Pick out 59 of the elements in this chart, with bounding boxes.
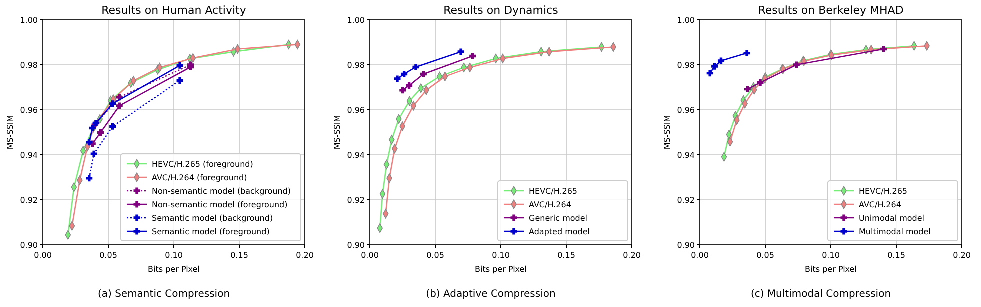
x-tick-label: 0.15 xyxy=(230,251,248,260)
x-tick-label: 0.10 xyxy=(822,251,840,260)
legend-label: HEVC/H.265 xyxy=(529,187,578,196)
legend-label: Unimodal model xyxy=(859,214,924,223)
y-tick-label: 1.00 xyxy=(677,16,695,25)
x-tick-label: 0.00 xyxy=(361,251,379,260)
y-tick-label: 0.98 xyxy=(347,61,365,70)
y-tick-label: 0.90 xyxy=(20,241,38,250)
y-tick-label: 0.96 xyxy=(347,106,365,115)
x-tick-label: 0.00 xyxy=(34,251,52,260)
x-tick-label: 0.00 xyxy=(691,251,709,260)
x-tick-label: 0.05 xyxy=(426,251,444,260)
text: (b) Adaptive Compression xyxy=(426,289,556,300)
y-tick-label: 0.94 xyxy=(20,151,38,160)
x-tick-label: 0.20 xyxy=(623,251,641,260)
y-axis-title: MS-SSIM xyxy=(333,115,342,150)
legend-label: Semantic model (background) xyxy=(152,214,274,223)
y-tick-label: 1.00 xyxy=(20,16,38,25)
x-axis-title: Bits per Pixel xyxy=(148,265,200,274)
y-tick-label: 0.90 xyxy=(347,241,365,250)
y-tick-label: 0.96 xyxy=(677,106,695,115)
y-tick-label: 0.94 xyxy=(677,151,695,160)
legend-label: Semantic model (foreground) xyxy=(152,228,270,236)
legend-label: AVC/H.264 xyxy=(859,200,902,210)
x-tick-label: 0.10 xyxy=(492,251,510,260)
x-tick-label: 0.15 xyxy=(888,251,906,260)
y-tick-label: 0.92 xyxy=(347,196,365,205)
legend-label: HEVC/H.265 (foreground) xyxy=(152,160,254,169)
y-axis-title: MS-SSIM xyxy=(663,115,672,150)
x-axis-title: Bits per Pixel xyxy=(475,265,527,274)
legend-label: Non-semantic model (foreground) xyxy=(152,200,288,210)
text: (a) Semantic Compression xyxy=(98,289,230,300)
y-tick-label: 0.98 xyxy=(677,61,695,70)
x-axis-title: Bits per Pixel xyxy=(805,265,857,274)
text: (c) Multimodal Compression xyxy=(750,289,892,300)
y-tick-label: 0.94 xyxy=(347,151,365,160)
x-tick-label: 0.05 xyxy=(756,251,774,260)
chart-title: Results on Dynamics xyxy=(444,4,559,17)
x-tick-label: 0.20 xyxy=(953,251,971,260)
y-tick-label: 0.92 xyxy=(677,196,695,205)
legend-label: Multimodal model xyxy=(859,228,931,236)
legend-label: Adapted model xyxy=(529,228,590,236)
legend-label: Non-semantic model (background) xyxy=(152,187,292,196)
y-tick-label: 0.90 xyxy=(677,241,695,250)
y-tick-label: 1.00 xyxy=(347,16,365,25)
x-tick-label: 0.15 xyxy=(558,251,576,260)
chart-title: Results on Human Activity xyxy=(102,4,247,17)
y-axis-title: MS-SSIM xyxy=(6,115,15,150)
y-tick-label: 0.96 xyxy=(20,106,38,115)
legend-label: Generic model xyxy=(529,214,588,223)
x-tick-label: 0.10 xyxy=(165,251,183,260)
y-tick-label: 0.98 xyxy=(20,61,38,70)
chart-title: Results on Berkeley MHAD xyxy=(758,4,904,17)
x-tick-label: 0.20 xyxy=(296,251,314,260)
x-tick-label: 0.05 xyxy=(100,251,118,260)
legend-label: AVC/H.264 (foreground) xyxy=(152,174,248,182)
legend-label: AVC/H.264 xyxy=(529,200,572,210)
y-tick-label: 0.92 xyxy=(20,196,38,205)
legend-label: HEVC/H.265 xyxy=(859,187,908,196)
